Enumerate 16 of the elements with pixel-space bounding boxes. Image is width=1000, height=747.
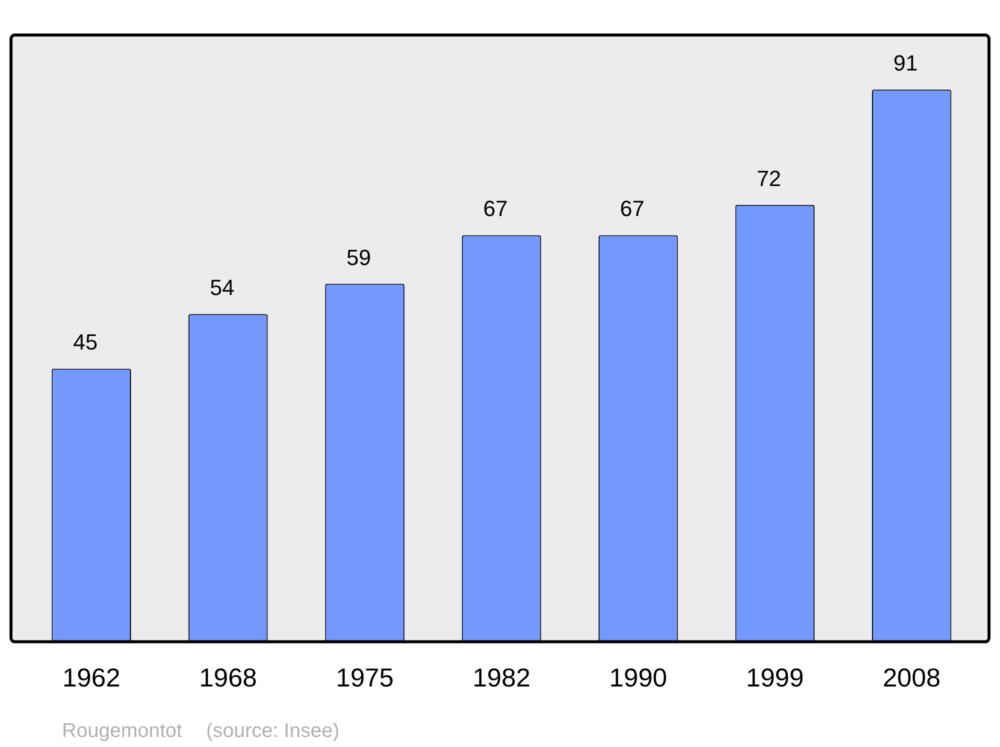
data-label: 91 <box>893 50 918 76</box>
data-label: 45 <box>73 330 98 355</box>
x-tick-label: 1962 <box>62 662 120 693</box>
data-label: 67 <box>620 196 644 222</box>
x-tick-label: 2008 <box>882 662 941 693</box>
text: Rougemontot <box>62 720 183 742</box>
data-label: 72 <box>756 166 782 191</box>
data-label: 54 <box>210 275 234 300</box>
text: (source: Insee) <box>206 720 340 742</box>
x-tick-label: 1990 <box>609 662 668 693</box>
x-tick-label: 1982 <box>472 662 530 693</box>
data-label: 67 <box>483 196 508 222</box>
x-tick-label: 1968 <box>199 662 257 693</box>
x-tick-label: 1975 <box>336 662 394 693</box>
x-tick-label: 1999 <box>746 662 804 693</box>
data-label: 59 <box>346 244 372 270</box>
